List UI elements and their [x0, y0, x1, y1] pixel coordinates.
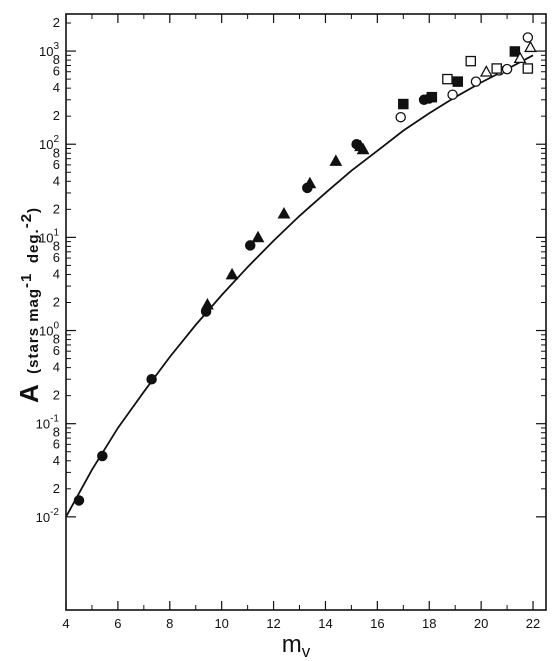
y-minor-label: 4	[53, 360, 60, 375]
fit-line	[65, 54, 534, 518]
y-minor-label: 4	[53, 173, 60, 188]
filled-triangle-marker	[303, 176, 317, 189]
filled-circle-marker	[73, 495, 85, 506]
filled-circle-marker	[97, 450, 108, 462]
x-tick-label: 6	[114, 616, 121, 631]
filled-triangle-marker	[329, 154, 343, 166]
filled-square-marker	[426, 91, 438, 103]
x-tick-label: 10	[214, 616, 228, 631]
y-minor-label: 2	[53, 15, 60, 30]
svg-text:A (stars mag-1 deg: A (stars mag-1 deg.-2)	[14, 207, 44, 403]
open-circle-marker	[501, 63, 513, 75]
x-tick-label: 16	[370, 616, 384, 631]
filled-triangle-marker	[201, 297, 214, 310]
x-tick-label: 22	[526, 616, 540, 631]
y-minor-label: 8	[53, 238, 60, 253]
x-tick-label: 14	[318, 616, 332, 631]
open-triangle-marker	[513, 51, 527, 64]
filled-triangle-marker	[251, 230, 265, 243]
y-minor-label: 2	[53, 294, 60, 309]
y-minor-label: 4	[53, 266, 60, 281]
y-decade-label: 100	[39, 321, 59, 339]
filled-square-marker	[452, 76, 464, 87]
plot-border	[65, 13, 547, 611]
x-tick-label: 8	[166, 616, 173, 631]
fit-curve	[65, 54, 534, 518]
x-tick-label: 12	[266, 616, 280, 631]
filled-triangle-marker	[277, 206, 291, 219]
filled-circle-marker	[146, 373, 157, 385]
filled-triangle-marker	[225, 267, 239, 280]
filled-triangle-marker	[356, 142, 370, 155]
open-square-marker	[465, 55, 477, 67]
x-axis-ticks: 4 6 8 10 12 14 16 18 20 22	[62, 14, 540, 631]
open-square-marker	[522, 63, 534, 74]
open-circle-marker	[395, 111, 406, 123]
open-triangle-marker	[524, 40, 537, 53]
y-minor-label: 6	[53, 343, 60, 358]
open-triangle-marker	[479, 65, 493, 77]
y-minor-label: 8	[53, 332, 60, 347]
y-minor-label: 6	[53, 436, 60, 451]
y-minor-label: 6	[53, 64, 60, 79]
open-square-marker	[491, 63, 502, 74]
y-minor-label: 6	[53, 250, 60, 265]
y-minor-label: 8	[53, 425, 60, 440]
y-minor-label: 4	[53, 453, 60, 468]
y-decade-label: 10-2	[36, 507, 60, 525]
open-circle-marker	[470, 76, 482, 87]
y-axis-ticks: 10-2246810-12468100246810124681022468103…	[36, 15, 546, 525]
open-circle-marker	[447, 89, 458, 100]
x-tick-label: 4	[62, 616, 69, 631]
x-tick-label: 20	[474, 616, 488, 631]
y-minor-label: 8	[53, 52, 60, 67]
y-minor-label: 6	[53, 157, 60, 172]
filled-square-marker	[398, 98, 409, 110]
y-minor-label: 8	[53, 145, 60, 160]
y-decade-label: 10-1	[36, 414, 60, 432]
y-axis-label: A (stars mag-1 deg.-2)	[14, 207, 44, 403]
filled-circle-marker	[244, 240, 256, 251]
x-axis-label: mv	[282, 631, 311, 661]
open-square-marker	[442, 73, 453, 85]
y-minor-label: 2	[53, 388, 60, 403]
plot-frame	[65, 13, 547, 611]
data-points	[73, 32, 537, 506]
open-circle-marker	[522, 32, 534, 43]
y-minor-label: 4	[53, 80, 60, 95]
y-decade-label: 102	[39, 134, 59, 152]
y-minor-label: 2	[53, 201, 60, 216]
y-decade-label: 101	[39, 227, 59, 245]
filled-square-marker	[509, 46, 521, 57]
x-tick-label: 18	[422, 616, 436, 631]
y-minor-label: 2	[53, 481, 60, 496]
y-decade-label: 103	[39, 41, 59, 59]
y-minor-label: 2	[53, 108, 60, 123]
